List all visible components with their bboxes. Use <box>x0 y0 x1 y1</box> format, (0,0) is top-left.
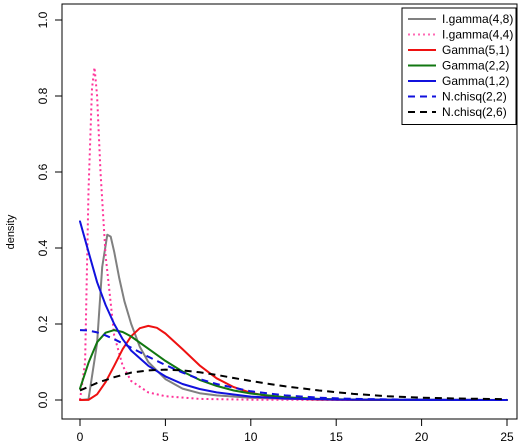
legend: I.gamma(4,8) I.gamma(4,4)Gamma(5,1) Gamma(… <box>401 7 517 125</box>
series-line-2 <box>79 66 508 401</box>
legend-label: N.chisq(2,6) <box>442 105 507 119</box>
x-tick-label: 0 <box>77 430 84 444</box>
y-tick-label: 1.0 <box>36 11 50 28</box>
series-line-5 <box>79 220 508 401</box>
x-tick-label: 10 <box>244 430 258 444</box>
y-tick-label: 0.8 <box>36 87 50 104</box>
y-axis-title: density <box>5 214 17 249</box>
x-tick-label: 5 <box>162 430 169 444</box>
y-tick-label: 0.2 <box>36 315 50 332</box>
y-tick-label: 0.4 <box>36 239 50 256</box>
x-tick-label: 25 <box>500 430 514 444</box>
legend-label: N.chisq(2,2) <box>442 90 507 104</box>
series-line-7 <box>79 368 508 401</box>
y-tick-label: 0.6 <box>36 163 50 180</box>
series-line-6 <box>79 329 508 401</box>
x-tick-label: 15 <box>330 430 344 444</box>
series-layer <box>79 66 508 401</box>
legend-label: I.gamma(4,8) <box>442 12 513 26</box>
y-tick-label: 0.0 <box>36 391 50 408</box>
x-tick-label: 20 <box>415 430 429 444</box>
legend-label: I.gamma(4,4) <box>442 28 513 42</box>
legend-label: Gamma(5,1) <box>442 43 509 57</box>
legend-label: Gamma(2,2) <box>442 59 509 73</box>
legend-label: Gamma(1,2) <box>442 74 509 88</box>
x-axis: 0 5 10 15 20 25 <box>77 418 514 444</box>
y-axis: 0.0 0.2 0.4 0.6 0.8 1.0 <box>36 11 63 408</box>
